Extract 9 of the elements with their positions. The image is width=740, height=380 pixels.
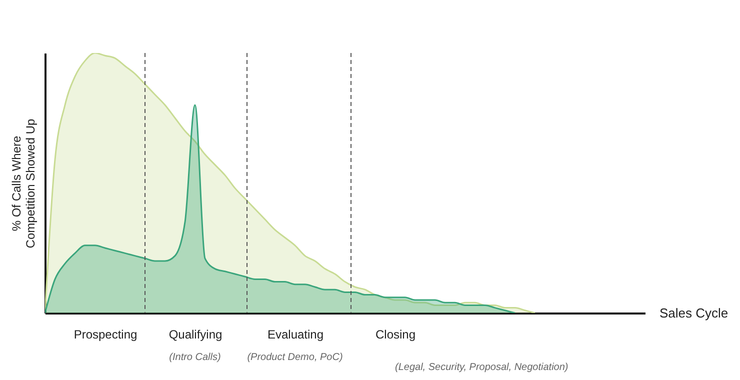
y-axis-title: % Of Calls Where Competition Showed Up xyxy=(10,118,38,248)
x-tick-label: Evaluating xyxy=(267,328,324,342)
text: (Legal, Security, Proposal, Negotiation) xyxy=(395,362,568,373)
x-axis-title: Sales Cycle xyxy=(660,306,728,320)
x-tick-label: Closing xyxy=(375,328,416,342)
text: (Product Demo, PoC) xyxy=(247,352,343,363)
x-tick-label: Qualifying xyxy=(168,328,222,342)
x-tick-label: Prospecting xyxy=(74,328,138,342)
text: (Intro Calls) xyxy=(169,352,221,363)
